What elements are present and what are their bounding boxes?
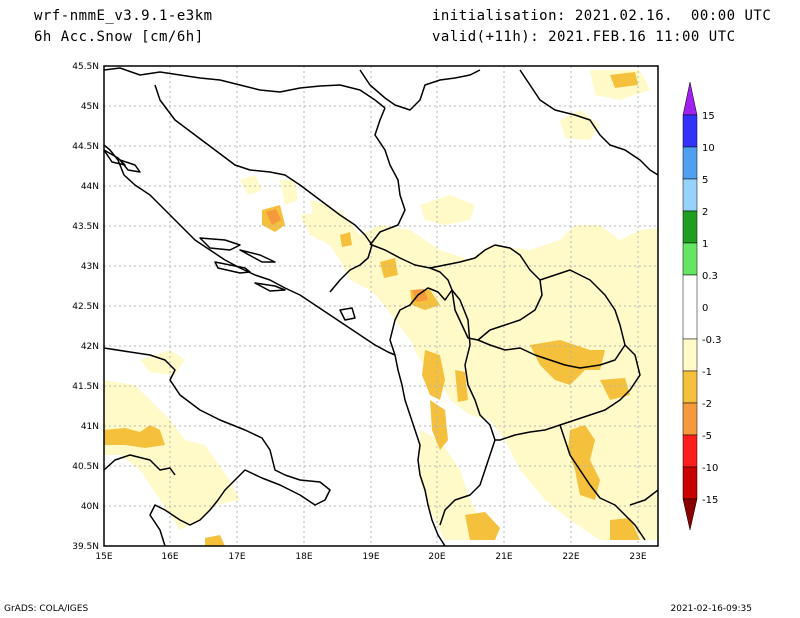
legend-label: -5: [702, 431, 712, 442]
lon-label: 23E: [629, 552, 646, 562]
legend-label: 1: [702, 239, 708, 250]
color-legend: 15 10 5 2 1 0.3 0 -0.3 -1 -2 -5 -10 -15: [682, 81, 722, 531]
lon-label: 18E: [295, 552, 312, 562]
legend-label: -2: [702, 399, 712, 410]
map-frame: [103, 65, 659, 547]
legend-labels: 15 10 5 2 1 0.3 0 -0.3 -1 -2 -5 -10 -15: [702, 111, 722, 506]
legend-label: -0.3: [702, 335, 722, 346]
lat-label: 40.5N: [72, 462, 99, 472]
legend-label: -10: [702, 463, 718, 474]
init-time: initialisation: 2021.02.16. 00:00 UTC: [432, 8, 772, 24]
lon-label: 21E: [495, 552, 512, 562]
field-name: 6h Acc.Snow [cm/6h]: [34, 29, 204, 45]
legend-swatch: [682, 114, 698, 148]
lat-label: 39.5N: [72, 542, 99, 552]
legend-label: 10: [702, 143, 715, 154]
heavy-snow-areas: [266, 209, 428, 302]
lat-label: 45N: [81, 102, 99, 112]
valid-time: valid(+11h): 2021.FEB.16 11:00 UTC: [432, 29, 736, 45]
legend-bottom-arrow: [682, 498, 698, 531]
legend-label: -15: [702, 495, 718, 506]
legend-swatch: [682, 434, 698, 468]
map-gridlines: [104, 66, 658, 546]
lat-labels: 45.5N 45N 44.5N 44N 43.5N 43N 42.5N 42N …: [72, 62, 99, 552]
footer-timestamp: 2021-02-16-09:35: [670, 604, 753, 614]
legend-label: 0.3: [702, 271, 718, 282]
lon-label: 22E: [562, 552, 579, 562]
snow-field: [104, 70, 658, 546]
legend-swatch: [682, 210, 698, 244]
legend-label: -1: [702, 367, 712, 378]
footer-credit: GrADS: COLA/IGES: [4, 604, 89, 614]
lat-label: 42.5N: [72, 302, 99, 312]
legend-swatch: [682, 242, 698, 276]
lon-label: 20E: [428, 552, 445, 562]
model-name: wrf-nmmE_v3.9.1-e3km: [34, 8, 213, 24]
lon-labels: 15E 16E 17E 18E 19E 20E 21E 22E 23E: [95, 552, 646, 562]
legend-label: 15: [702, 111, 715, 122]
legend-swatch: [682, 466, 698, 500]
legend-label: 0: [702, 303, 708, 314]
lat-label: 40N: [81, 502, 99, 512]
legend-swatch: [682, 338, 698, 372]
coastlines-borders: [104, 67, 658, 546]
legend-label: 2: [702, 207, 708, 218]
light-snow-areas: [104, 70, 658, 540]
legend-swatch: [682, 402, 698, 436]
legend-swatch: [682, 178, 698, 212]
lon-label: 15E: [95, 552, 112, 562]
legend-top-arrow: [682, 81, 698, 116]
lat-label: 44.5N: [72, 142, 99, 152]
lat-label: 43.5N: [72, 222, 99, 232]
lat-label: 42N: [81, 342, 99, 352]
lon-label: 16E: [161, 552, 178, 562]
lat-label: 41N: [81, 422, 99, 432]
lon-label: 19E: [362, 552, 379, 562]
lat-label: 45.5N: [72, 62, 99, 72]
lat-label: 44N: [81, 182, 99, 192]
lon-label: 17E: [228, 552, 245, 562]
lat-label: 43N: [81, 262, 99, 272]
lat-label: 41.5N: [72, 382, 99, 392]
legend-swatch: [682, 274, 698, 340]
legend-label: 5: [702, 175, 708, 186]
legend-swatch: [682, 370, 698, 404]
legend-swatch: [682, 146, 698, 180]
